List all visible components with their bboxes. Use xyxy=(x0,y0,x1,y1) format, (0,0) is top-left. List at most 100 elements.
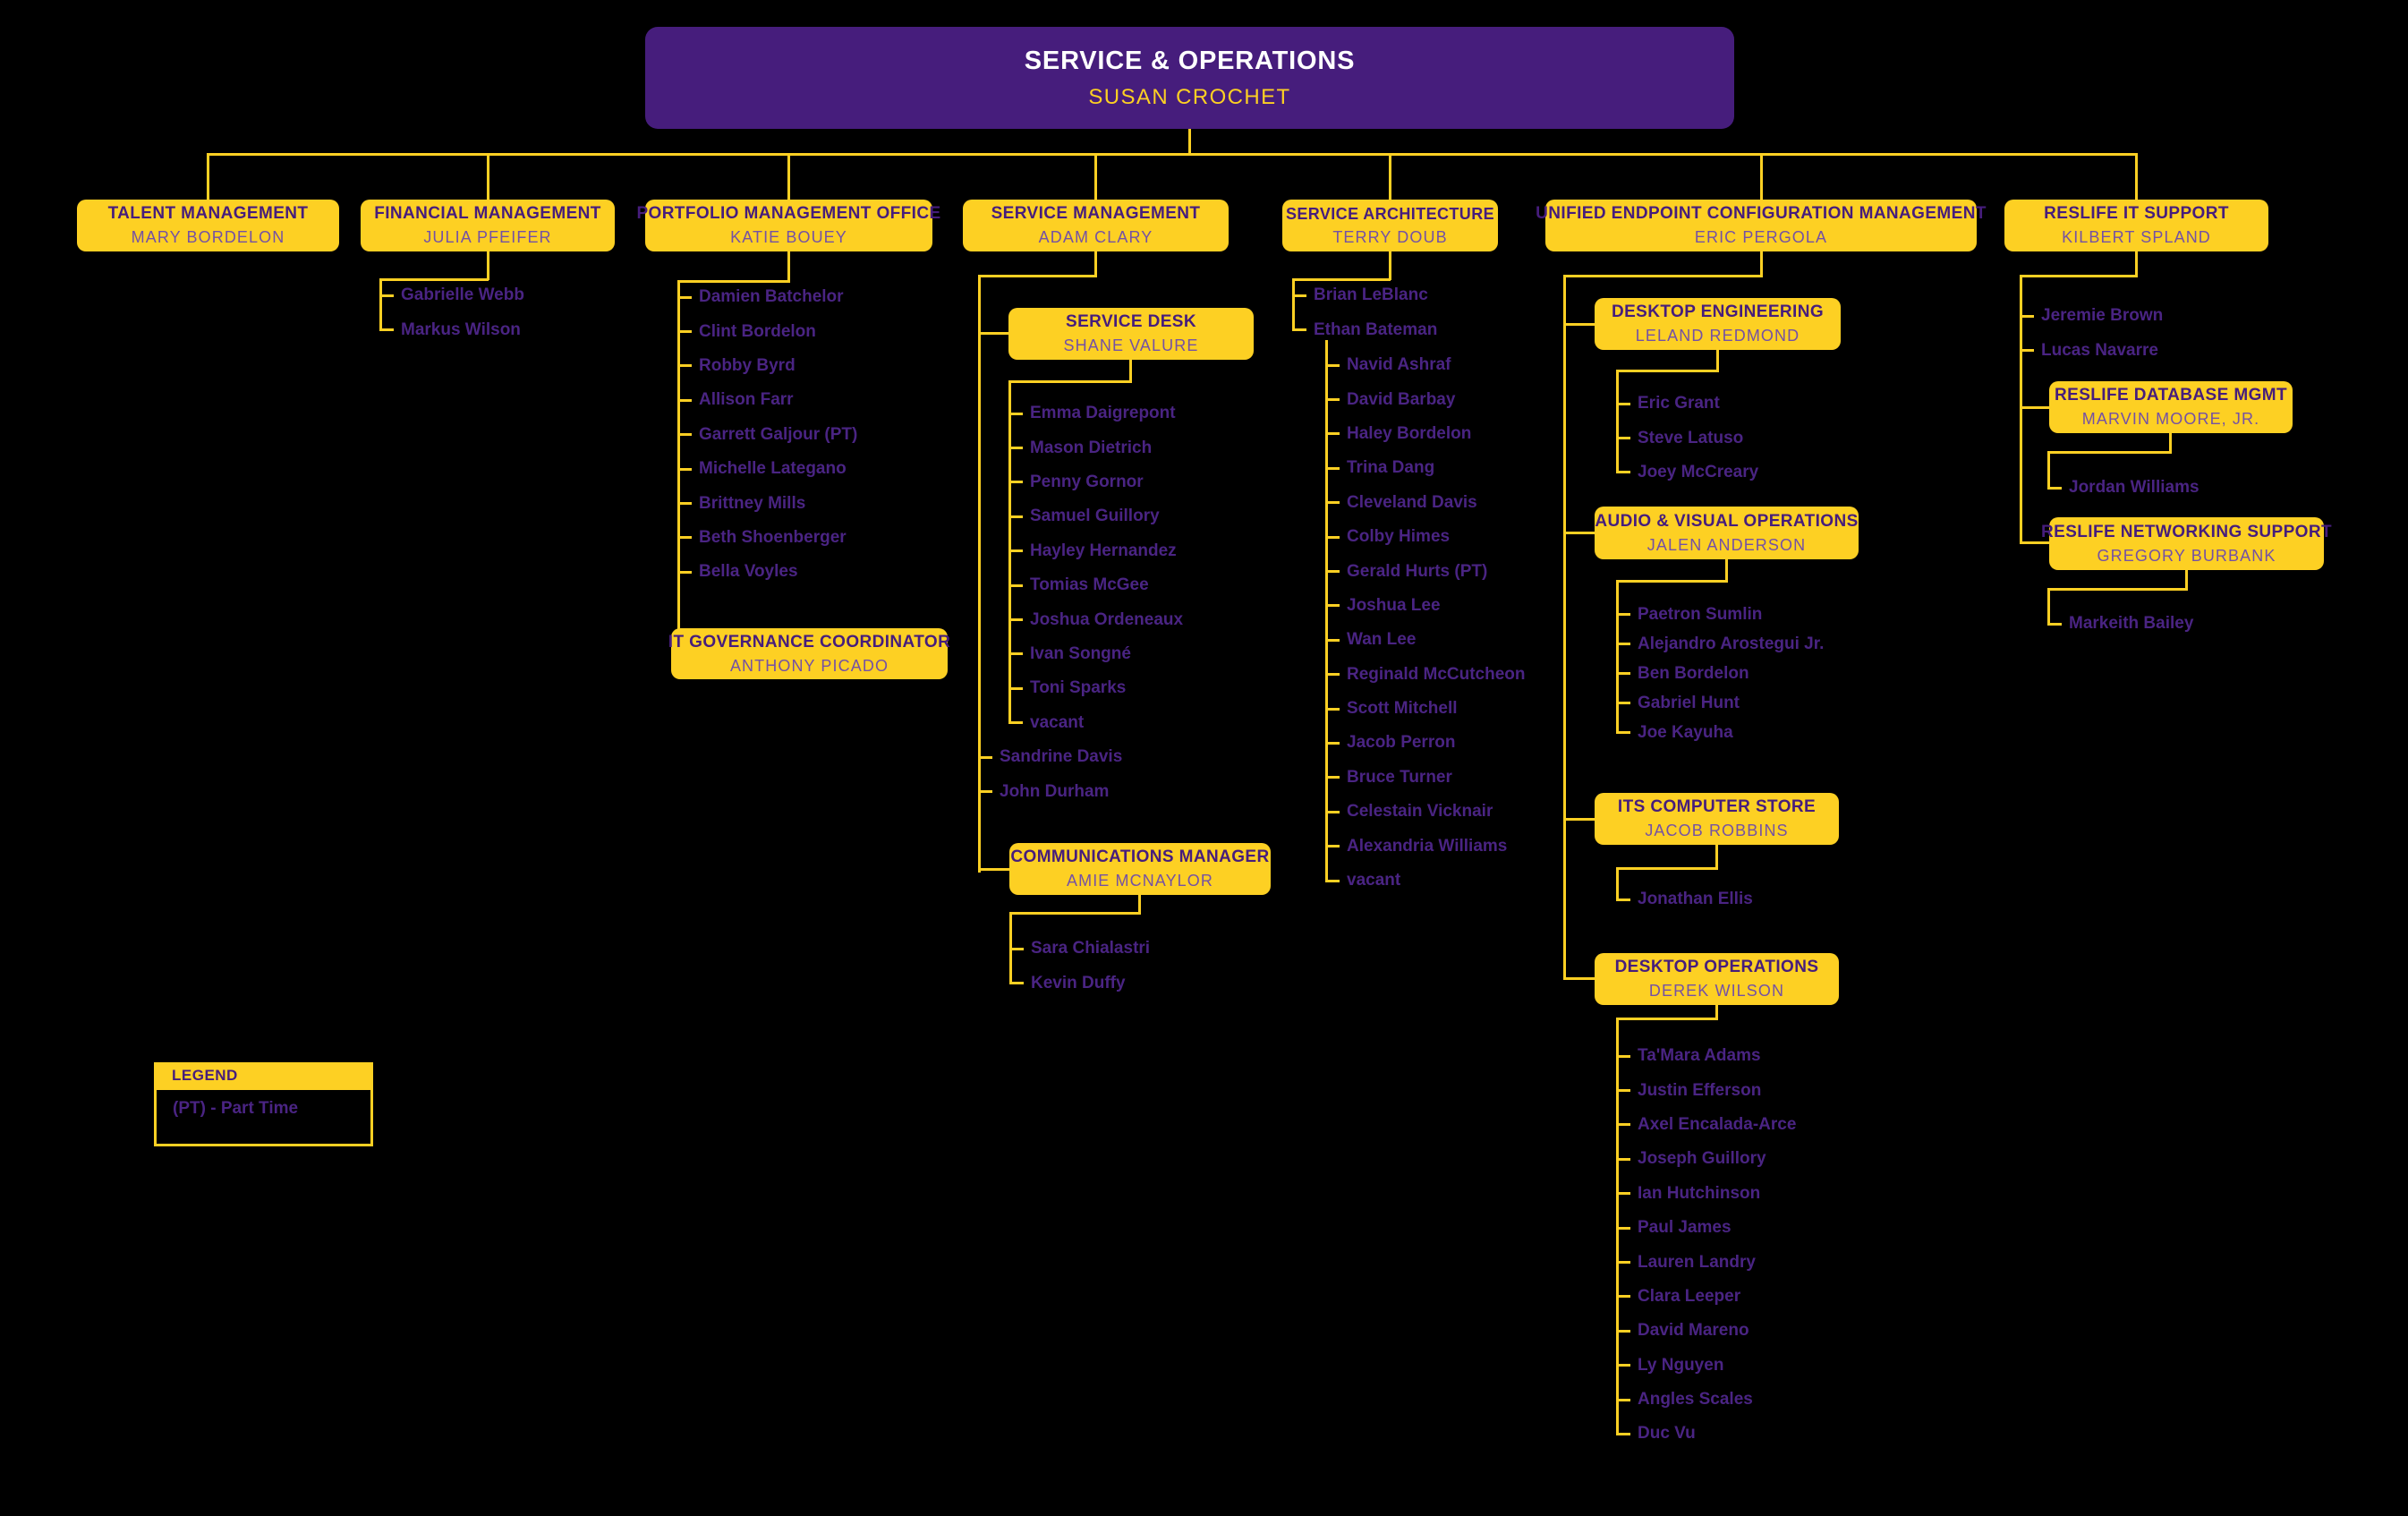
connector-reslife-spine xyxy=(2020,275,2022,544)
dept-title: SERVICE MANAGEMENT xyxy=(991,204,1201,223)
person-name: Alejandro Arostegui Jr. xyxy=(1616,629,1824,659)
dept-title: RESLIFE IT SUPPORT xyxy=(2044,204,2229,223)
person-name: Gabriel Hunt xyxy=(1616,688,1824,718)
connector-comm-elbow-v xyxy=(1138,895,1141,915)
person-name: Joey McCreary xyxy=(1616,456,1758,490)
sub-box-it-governance: IT GOVERNANCE COORDINATOR ANTHONY PICADO xyxy=(668,628,951,679)
dept-head-name: KILBERT SPLAND xyxy=(2062,228,2211,246)
person-name: Reginald McCutcheon xyxy=(1325,658,1526,692)
connector-financial-elbow-v xyxy=(487,251,489,280)
connector-drop-service-mgmt xyxy=(1094,153,1097,200)
dept-title: SERVICE ARCHITECTURE xyxy=(1285,204,1495,223)
connector-comm-elbow-h xyxy=(1009,912,1141,915)
connector-sm-elbow-v xyxy=(1094,251,1097,277)
connector-root-drop xyxy=(1188,129,1191,155)
connector-drop-portfolio xyxy=(787,153,790,200)
connector-rdm-elbow-h xyxy=(2047,451,2171,454)
person-name: Damien Batchelor xyxy=(677,280,857,314)
person-name: (PT) - Part Time xyxy=(173,1099,299,1118)
person-name: Emma Daigrepont xyxy=(1008,396,1183,430)
person-name: Eric Grant xyxy=(1616,387,1758,421)
person-name: Alexandria Williams xyxy=(1325,829,1526,863)
financial-staff-list: Gabrielle Webb Markus Wilson xyxy=(379,278,524,347)
dept-box-service-architecture: SERVICE ARCHITECTURE TERRY DOUB xyxy=(1282,200,1498,251)
person-name: Jonathan Ellis xyxy=(1616,882,1753,916)
connector-reslife-elbow-h xyxy=(2020,275,2137,277)
reslife-staff-list: Jeremie Brown Lucas Navarre xyxy=(2020,275,2163,368)
dept-title: RESLIFE DATABASE MGMT xyxy=(2055,386,2287,405)
legend-body: (PT) - Part Time xyxy=(154,1087,373,1146)
person-name: Joshua Lee xyxy=(1325,589,1526,623)
dept-box-service-management: SERVICE MANAGEMENT ADAM CLARY xyxy=(963,200,1229,251)
dept-title: AUDIO & VISUAL OPERATIONS xyxy=(1595,511,1859,531)
dept-title: IT GOVERNANCE COORDINATOR xyxy=(668,632,951,652)
person-name: Lucas Navarre xyxy=(2020,333,2163,367)
connector-uecm-do-tick xyxy=(1563,977,1595,980)
sub-box-desktop-operations: DESKTOP OPERATIONS DEREK WILSON xyxy=(1595,953,1839,1005)
person-name: Hayley Hernandez xyxy=(1008,534,1183,568)
connector-av-elbow-h xyxy=(1616,580,1727,583)
person-name: Jacob Perron xyxy=(1325,726,1526,760)
dept-head-name: MARY BORDELON xyxy=(131,228,285,246)
connector-store-elbow-v xyxy=(1715,845,1718,870)
person-name: David Barbay xyxy=(1325,382,1526,416)
connector-portfolio-itgov-ext xyxy=(677,572,680,629)
root-title: SERVICE & OPERATIONS xyxy=(1024,46,1356,75)
person-name: vacant xyxy=(1325,864,1526,898)
person-name: Clint Bordelon xyxy=(677,314,857,348)
connector-drop-uecm xyxy=(1760,153,1763,200)
dept-head-name: JULIA PFEIFER xyxy=(423,228,552,246)
connector-rns-elbow-h xyxy=(2047,588,2187,591)
dept-title: ITS COMPUTER STORE xyxy=(1617,797,1817,816)
connector-store-elbow-h xyxy=(1616,867,1717,870)
person-name: Paetron Sumlin xyxy=(1616,600,1824,629)
person-name: Gerald Hurts (PT) xyxy=(1325,554,1526,588)
person-name: Lauren Landry xyxy=(1616,1245,1796,1279)
person-name: Sandrine Davis xyxy=(978,740,1122,774)
dept-box-portfolio: PORTFOLIO MANAGEMENT OFFICE KATIE BOUEY xyxy=(636,200,940,251)
dept-head-name: ERIC PERGOLA xyxy=(1694,228,1828,246)
person-name: Joe Kayuha xyxy=(1616,718,1824,747)
reslife-database-staff-list: Jordan Williams xyxy=(2047,451,2200,505)
dept-head-name: LELAND REDMOND xyxy=(1635,327,1800,345)
connector-uecm-de-tick xyxy=(1563,323,1595,326)
person-name: Brittney Mills xyxy=(677,486,857,520)
connector-drop-talent xyxy=(207,153,209,200)
person-name: Mason Dietrich xyxy=(1008,430,1183,464)
desktop-operations-staff-list: Ta'Mara Adams Justin Efferson Axel Encalad… xyxy=(1616,1018,1796,1452)
connector-sm-servicedesk-tick xyxy=(978,332,1010,335)
person-name: Bella Voyles xyxy=(677,555,857,589)
person-name: Paul James xyxy=(1616,1211,1796,1245)
dept-head-name: AMIE MCNAYLOR xyxy=(1067,872,1213,890)
connector-reslife-rns-tick xyxy=(2020,541,2051,544)
legend-title: LEGEND xyxy=(172,1067,238,1084)
dept-title: PORTFOLIO MANAGEMENT OFFICE xyxy=(636,204,941,223)
person-name: Jeremie Brown xyxy=(2020,299,2163,333)
dept-head-name: JALEN ANDERSON xyxy=(1646,535,1807,554)
connector-de-elbow-h xyxy=(1616,370,1718,372)
connector-portfolio-elbow-v xyxy=(787,251,790,282)
dept-head-name: SHANE VALURE xyxy=(1063,336,1199,354)
connector-uecm-spine xyxy=(1563,275,1566,980)
sub-box-service-desk: SERVICE DESK SHANE VALURE xyxy=(1008,308,1254,360)
connector-rdm-elbow-v xyxy=(2169,433,2172,454)
dept-head-name: ADAM CLARY xyxy=(1038,228,1153,246)
person-name: John Durham xyxy=(978,774,1122,808)
dept-title: SERVICE DESK xyxy=(1066,312,1196,331)
connector-do-elbow-h xyxy=(1616,1018,1717,1020)
connector-financial-elbow-h xyxy=(379,278,489,281)
person-name: Angles Scales xyxy=(1616,1383,1796,1417)
dept-title: FINANCIAL MANAGEMENT xyxy=(374,204,601,223)
person-name: Robby Byrd xyxy=(677,349,857,383)
dept-box-talent: TALENT MANAGEMENT MARY BORDELON xyxy=(77,200,339,251)
dept-head-name: GREGORY BURBANK xyxy=(2097,546,2276,565)
connector-drop-reslife xyxy=(2135,153,2138,200)
person-name: Brian LeBlanc xyxy=(1292,278,1437,312)
person-name: Navid Ashraf xyxy=(1325,348,1526,382)
connector-uecm-store-tick xyxy=(1563,818,1595,821)
dept-title: DESKTOP ENGINEERING xyxy=(1611,302,1825,321)
dept-head-name: TERRY DOUB xyxy=(1332,227,1448,246)
sub-box-its-computer-store: ITS COMPUTER STORE JACOB ROBBINS xyxy=(1595,793,1839,845)
person-name: Scott Mitchell xyxy=(1325,692,1526,726)
